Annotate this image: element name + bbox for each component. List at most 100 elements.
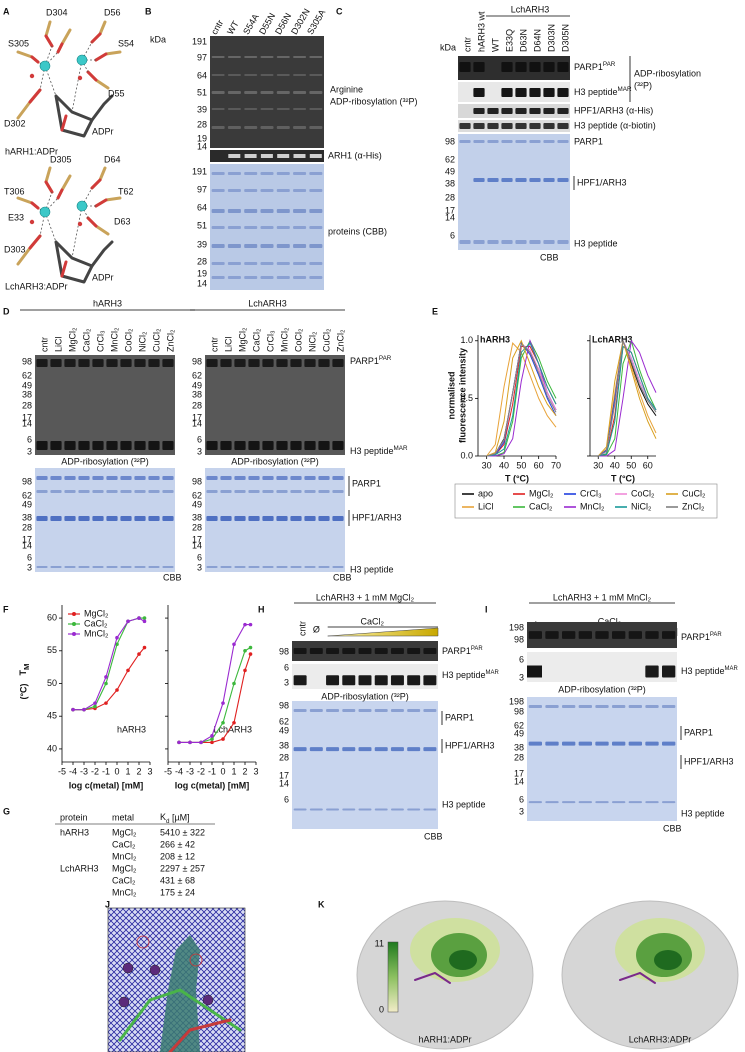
y-tick-label: 40 bbox=[47, 743, 57, 753]
x-tick-label: 0 bbox=[220, 766, 225, 776]
data-point bbox=[82, 707, 86, 712]
size-marker: 14 bbox=[514, 776, 524, 786]
table-cell: 175 ± 24 bbox=[160, 887, 195, 897]
ligand-stick bbox=[54, 94, 94, 138]
gel-band bbox=[595, 741, 609, 746]
gel-band bbox=[595, 631, 609, 639]
data-point bbox=[104, 675, 108, 679]
data-point bbox=[232, 720, 236, 725]
gel-band bbox=[106, 476, 118, 480]
gel-band bbox=[423, 648, 437, 654]
size-marker: 62 bbox=[22, 370, 32, 380]
gel-band bbox=[543, 108, 555, 114]
lane-label: ZnCl₂ bbox=[165, 329, 175, 352]
gel-band bbox=[304, 566, 316, 568]
gel-band bbox=[92, 490, 104, 493]
panel-letter: I bbox=[485, 604, 488, 614]
gel-band bbox=[50, 359, 62, 367]
gel-band bbox=[326, 709, 340, 712]
lane-label: NiCl₂ bbox=[307, 331, 317, 352]
x-tick-label: -4 bbox=[69, 766, 77, 776]
panel-letter: A bbox=[3, 6, 10, 16]
gel-band bbox=[529, 140, 541, 143]
melt-curve bbox=[486, 342, 557, 457]
melt-curve bbox=[598, 339, 657, 457]
size-marker: 3 bbox=[197, 562, 202, 572]
gel-band bbox=[78, 441, 90, 450]
gel-band bbox=[529, 88, 541, 97]
gel-band bbox=[487, 123, 499, 129]
legend-label: CaCl₂ bbox=[84, 618, 108, 628]
gel-band bbox=[64, 516, 76, 521]
table-cell: MnCl₂ bbox=[112, 851, 137, 861]
gel-band bbox=[234, 359, 246, 367]
gel-band bbox=[276, 74, 290, 76]
gel-band bbox=[374, 808, 388, 811]
gel-band bbox=[578, 631, 592, 639]
gel-band bbox=[326, 648, 340, 654]
gel-band bbox=[206, 566, 218, 568]
residue-label: D302 bbox=[4, 118, 26, 128]
gel-band bbox=[501, 240, 513, 244]
gel-label: PARP1 bbox=[445, 712, 474, 722]
gel-label: CBB bbox=[663, 823, 682, 833]
lane-label: LiCl bbox=[223, 336, 233, 352]
gel-band bbox=[595, 801, 609, 804]
table-cell: 208 ± 12 bbox=[160, 851, 195, 861]
gel-band bbox=[332, 566, 344, 568]
gel-band bbox=[407, 709, 421, 712]
size-marker: 17 bbox=[22, 412, 32, 422]
group-label: LchARH3 bbox=[511, 4, 550, 14]
size-marker: 6 bbox=[519, 654, 524, 664]
gel-band bbox=[501, 108, 513, 114]
coordination-bond bbox=[44, 211, 57, 243]
size-marker: 14 bbox=[192, 418, 202, 428]
gel-band bbox=[244, 74, 258, 76]
residue-stick bbox=[28, 234, 42, 250]
gel-band bbox=[134, 566, 146, 568]
gel-band bbox=[358, 648, 372, 654]
gel-band bbox=[528, 631, 542, 639]
x-tick-label: -5 bbox=[58, 766, 66, 776]
gel-band bbox=[562, 631, 576, 639]
gel-band bbox=[543, 88, 555, 97]
size-marker: 62 bbox=[192, 490, 202, 500]
gel-band bbox=[244, 226, 258, 229]
table-cell: hARH3 bbox=[60, 827, 89, 837]
gel-band bbox=[515, 88, 527, 97]
gel-band bbox=[293, 56, 307, 58]
size-marker: 6 bbox=[197, 552, 202, 562]
lane-label: MnCl₂ bbox=[109, 327, 119, 352]
gel-band bbox=[390, 808, 404, 811]
panel-letter: H bbox=[258, 604, 265, 614]
gel bbox=[205, 355, 345, 455]
gel-band bbox=[106, 516, 118, 521]
gel-band bbox=[304, 441, 316, 450]
gel-band bbox=[162, 441, 174, 450]
label-main: PARP1 bbox=[442, 646, 471, 656]
residue-label: D304 bbox=[46, 7, 68, 17]
colorbar-label: 11 bbox=[375, 938, 384, 948]
gel-band bbox=[290, 441, 302, 450]
residue-label: D305 bbox=[50, 154, 72, 164]
size-marker: 38 bbox=[192, 512, 202, 522]
data-point bbox=[210, 734, 214, 738]
size-marker: 98 bbox=[22, 356, 32, 366]
ligand-stick bbox=[90, 240, 114, 268]
gel-label: ADP-ribosylation (³²P) bbox=[321, 691, 409, 701]
melt-curve bbox=[486, 343, 557, 457]
data-point bbox=[248, 652, 253, 656]
gel-band bbox=[220, 476, 232, 480]
gel-band bbox=[374, 648, 388, 654]
gel-band bbox=[248, 566, 260, 568]
water bbox=[77, 221, 83, 227]
gel-label: PARP1 bbox=[684, 727, 713, 737]
gel-band bbox=[220, 490, 232, 493]
metal-ion bbox=[202, 994, 214, 1006]
data-point bbox=[248, 645, 253, 650]
size-marker: 14 bbox=[197, 141, 207, 151]
size-marker: 98 bbox=[279, 646, 289, 656]
gel-band bbox=[515, 62, 527, 72]
gel-label: PARP1 bbox=[352, 478, 381, 488]
gel-band bbox=[293, 74, 307, 76]
